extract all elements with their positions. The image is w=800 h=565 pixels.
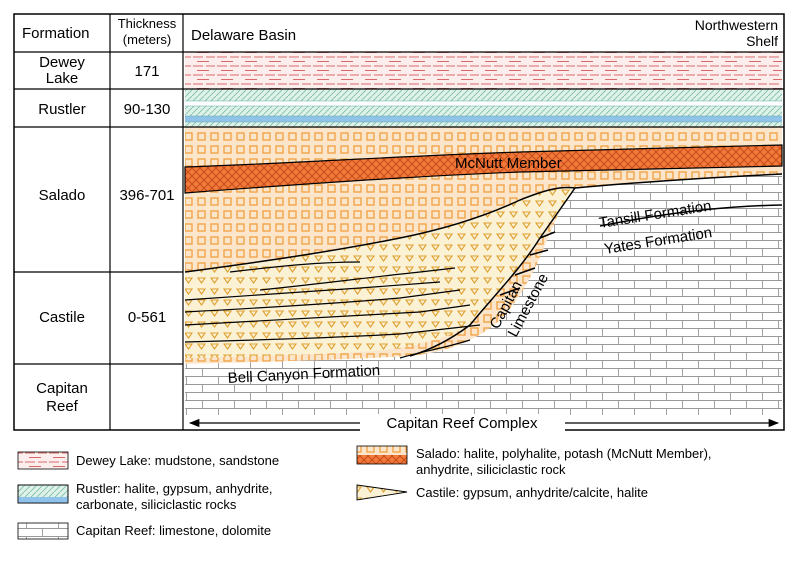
legend-rustler-text-2: carbonate, siliciclastic rocks xyxy=(76,497,237,512)
formation-rustler: Rustler xyxy=(38,101,86,118)
thickness-salado: 396-701 xyxy=(119,187,174,204)
table-grid xyxy=(13,13,785,431)
legend-swatch-salado xyxy=(356,445,408,465)
header-shelf: Shelf xyxy=(746,33,778,49)
label-capitan-reef-complex: Capitan Reef Complex xyxy=(387,415,538,432)
thickness-rustler: 90-130 xyxy=(124,101,171,118)
legend-dewey-text: Dewey Lake: mudstone, sandstone xyxy=(76,453,279,468)
legend-rustler-text-1: Rustler: halite, gypsum, anhydrite, xyxy=(76,481,273,496)
header-delaware-basin: Delaware Basin xyxy=(191,27,296,44)
formation-dewey-lake-line1: Dewey xyxy=(39,54,85,71)
rustler-layer xyxy=(185,89,782,127)
header-northwestern: Northwestern xyxy=(695,17,778,33)
legend-swatch-rustler xyxy=(17,484,69,504)
legend-swatch-dewey xyxy=(17,451,69,470)
reef-complex-arrow: Capitan Reef Complex xyxy=(188,414,780,432)
legend-castile-text: Castile: gypsum, anhydrite/calcite, hali… xyxy=(416,485,648,500)
mcnutt-member-band xyxy=(184,144,783,194)
thickness-dewey-lake: 171 xyxy=(134,63,159,80)
legend-swatch-capitan xyxy=(17,522,69,540)
formation-salado: Salado xyxy=(39,187,86,204)
legend-salado-text-2: anhydrite, siliciclastic rock xyxy=(416,462,566,477)
formation-capitan-reef-line1: Capitan xyxy=(36,380,88,397)
thickness-castile: 0-561 xyxy=(128,309,166,326)
legend: Dewey Lake: mudstone, sandstone Rustler:… xyxy=(17,445,712,540)
formation-dewey-lake-line2: Lake xyxy=(46,70,79,87)
legend-salado-text-1: Salado: halite, polyhalite, potash (McNu… xyxy=(416,446,712,461)
formation-castile: Castile xyxy=(39,309,85,326)
dewey-lake-layer xyxy=(185,52,782,89)
label-mcnutt-member: McNutt Member xyxy=(455,155,562,172)
capitan-reef-layer xyxy=(185,187,782,415)
formation-capitan-reef-line2: Reef xyxy=(46,398,79,415)
header-thickness: Thickness xyxy=(118,16,177,31)
legend-swatch-castile xyxy=(356,484,408,501)
castile-tongues xyxy=(184,261,481,359)
header-thickness-units: (meters) xyxy=(123,32,171,47)
legend-capitan-text: Capitan Reef: limestone, dolomite xyxy=(76,523,271,538)
header-formation: Formation xyxy=(22,25,90,42)
